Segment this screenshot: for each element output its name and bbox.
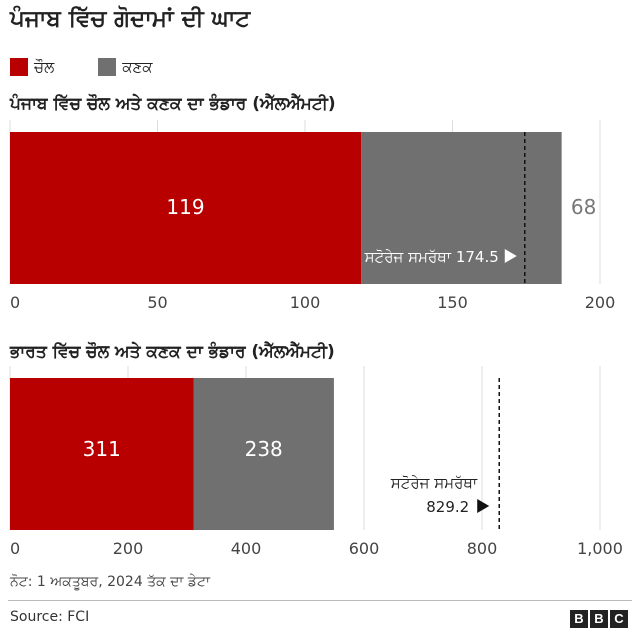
source-text: Source: FCI [10, 609, 90, 625]
chart2-tick-label-4: 800 [467, 539, 498, 558]
chart-title: ਪੰਜਾਬ ਵਿੱਚ ਗੋਦਾਮਾਂ ਦੀ ਘਾਟ [10, 6, 251, 32]
legend-swatch-wheat [98, 58, 117, 76]
legend-label-wheat: ਕਣਕ [122, 58, 153, 76]
chart1-tick-label-1: 50 [147, 293, 167, 312]
chart1-tick-label-0: 0 [10, 293, 20, 312]
legend-swatch-rice [10, 58, 28, 76]
chart2-bar-wheat [193, 378, 334, 530]
chart2-tick-label-1: 200 [113, 539, 144, 558]
footnote: ਨੋਟ: 1 ਅਕਤੂਬਰ, 2024 ਤੱਕ ਦਾ ਡੇਟਾ [10, 574, 210, 590]
chart2-tick-label-2: 400 [231, 539, 262, 558]
chart2-data-label-rice: 311 [83, 437, 121, 461]
chart2-data-label-wheat: 238 [245, 437, 283, 461]
chart1-capacity-arrow-icon [504, 249, 517, 263]
chart2-tick-label-3: 600 [349, 539, 380, 558]
bbc-logo: B B C [568, 610, 628, 628]
bbc-logo-b1: B [570, 610, 588, 628]
chart1-title: ਪੰਜਾਬ ਵਿੱਚ ਚੌਲ ਅਤੇ ਕਣਕ ਦਾ ਭੰਡਾਰ (ਐੱਲਐੱਮਟ… [10, 94, 336, 114]
chart2-tick-label-5: 1,000 [577, 539, 623, 558]
bbc-logo-b2: B [590, 610, 608, 628]
chart2-bar-rice [10, 378, 194, 530]
chart1-tick-label-2: 100 [290, 293, 321, 312]
chart1-data-label-rice: 119 [166, 195, 204, 219]
chart2-capacity-label-line2: 829.2 [426, 498, 469, 516]
chart1-bar-wheat [361, 132, 562, 284]
chart1-capacity-label: ਸਟੋਰੇਜ ਸਮਰੱਥਾ 174.5 [364, 248, 499, 266]
chart2-capacity-label-line1: ਸਟੋਰੇਜ ਸਮਰੱਥਾ [390, 474, 478, 492]
chart1-data-label-wheat: 68 [571, 195, 596, 219]
india-stock-chart: 0 200 400 600 800 1,000 311 238 ਸਟੋਰੇਜ ਸਮਰੱਥਾ 829… [9, 366, 623, 558]
chart1-tick-label-3: 150 [437, 293, 468, 312]
chart2-title: ਭਾਰਤ ਵਿੱਚ ਚੌਲ ਅਤੇ ਕਣਕ ਦਾ ਭੰਡਾਰ (ਐੱਲਐੱਮਟੀ… [10, 342, 335, 362]
divider [8, 600, 632, 601]
legend: ਚੌਲ ਕਣਕ [10, 58, 197, 76]
legend-label-rice: ਚੌਲ [34, 58, 55, 76]
chart1-bar-rice [10, 132, 362, 284]
chart2-capacity-arrow-icon [477, 499, 490, 513]
bbc-logo-c: C [610, 610, 628, 628]
chart2-tick-label-0: 0 [10, 539, 20, 558]
chart1-tick-label-4: 200 [585, 293, 616, 312]
punjab-stock-chart: 0 50 100 150 200 119 68 ਸਟੋਰੇਜ ਸਮਰੱਥਾ 174.5 [9, 120, 616, 312]
legend-item-wheat: ਕਣਕ [98, 58, 153, 76]
legend-item-rice: ਚੌਲ [10, 58, 54, 76]
